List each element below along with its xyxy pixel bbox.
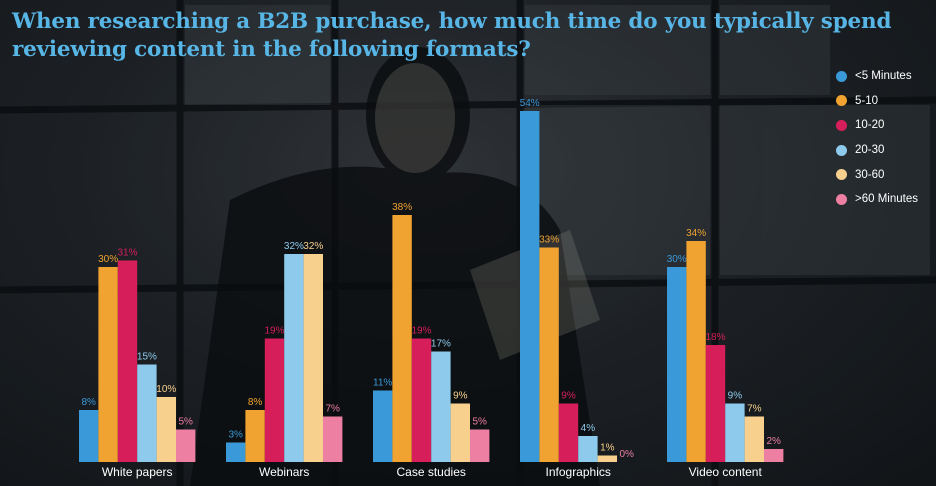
bar-white-papers-3: [137, 364, 157, 462]
bar-video-content-5: [764, 449, 784, 462]
bar-white-papers-0: [79, 410, 99, 462]
legend-item: >60 Minutes: [836, 187, 918, 212]
bar-infographics-4: [597, 455, 617, 462]
bar-infographics-1: [539, 247, 559, 462]
chart-legend: <5 Minutes 5-10 10-20 20-30 30-60 >60 Minutes: [836, 64, 918, 212]
data-label: 9%: [453, 391, 468, 402]
data-label: 7%: [747, 404, 762, 415]
bar-white-papers-4: [156, 397, 176, 462]
legend-label: <5 Minutes: [855, 70, 912, 83]
category-label: Webinars: [259, 465, 309, 479]
legend-item: 10-20: [836, 113, 918, 138]
bar-case-studies-4: [450, 403, 470, 462]
legend-swatch: [836, 193, 847, 205]
legend-item: 5-10: [836, 89, 918, 114]
bar-video-content-2: [705, 345, 726, 462]
data-label: 2%: [766, 436, 781, 447]
bar-webinars-0: [226, 442, 246, 462]
legend-swatch: [836, 95, 847, 107]
bar-white-papers-1: [98, 267, 118, 462]
data-label: 54%: [520, 98, 540, 109]
data-label: 17%: [431, 339, 451, 350]
category-label: White papers: [102, 465, 173, 479]
bar-video-content-4: [744, 416, 764, 462]
bar-video-content-0: [667, 267, 687, 462]
category-label: Case studies: [397, 465, 466, 479]
bar-webinars-2: [264, 338, 285, 462]
bar-infographics-2: [558, 403, 579, 462]
bar-case-studies-3: [431, 351, 451, 462]
legend-label: 20-30: [855, 144, 885, 157]
data-label: 32%: [303, 241, 323, 252]
data-label: 34%: [686, 228, 706, 239]
legend-item: 20-30: [836, 138, 918, 163]
data-label: 10%: [156, 384, 176, 395]
data-label: 38%: [392, 202, 412, 213]
data-label: 9%: [561, 391, 576, 402]
chart-title: When researching a B2B purchase, how muc…: [12, 9, 892, 62]
bar-infographics-3: [578, 436, 598, 462]
data-label: 33%: [539, 235, 559, 246]
legend-label: >60 Minutes: [855, 193, 918, 206]
data-label: 0%: [619, 449, 634, 460]
data-label: 30%: [667, 254, 687, 265]
data-label: 30%: [98, 254, 118, 265]
legend-item: <5 Minutes: [836, 64, 918, 89]
bar-white-papers-5: [176, 429, 196, 462]
bar-case-studies-0: [373, 390, 393, 462]
data-label: 11%: [373, 378, 392, 389]
bar-video-content-1: [686, 241, 706, 462]
bar-case-studies-5: [470, 429, 490, 462]
bar-infographics-0: [520, 111, 540, 462]
data-label: 8%: [248, 397, 263, 408]
legend-swatch: [836, 70, 847, 82]
legend-label: 30-60: [855, 168, 885, 181]
data-label: 3%: [228, 430, 243, 441]
data-label: 15%: [137, 352, 157, 363]
legend-swatch: [836, 169, 847, 181]
bar-webinars-3: [284, 254, 304, 462]
data-label: 5%: [472, 417, 487, 428]
data-label: 1%: [600, 443, 615, 454]
data-label: 19%: [411, 326, 431, 337]
bar-webinars-5: [323, 416, 343, 462]
bar-video-content-3: [725, 403, 745, 462]
legend-label: 10-20: [855, 119, 885, 132]
data-label: 9%: [728, 391, 743, 402]
bar-white-papers-2: [117, 260, 138, 462]
legend-label: 5-10: [855, 94, 879, 107]
data-label: 18%: [705, 332, 725, 343]
legend-swatch: [836, 144, 847, 156]
data-label: 32%: [284, 241, 304, 252]
bar-webinars-4: [303, 254, 323, 462]
data-label: 4%: [581, 423, 596, 434]
category-label: Video content: [689, 465, 763, 479]
data-label: 8%: [81, 397, 96, 408]
bar-case-studies-2: [411, 338, 432, 462]
legend-item: 30-60: [836, 162, 918, 187]
legend-swatch: [836, 119, 847, 131]
data-label: 7%: [325, 404, 340, 415]
bar-webinars-1: [245, 410, 265, 462]
data-label: 31%: [117, 248, 137, 259]
data-label: 5%: [178, 417, 193, 428]
data-label: 19%: [264, 326, 284, 337]
category-label: Infographics: [546, 465, 611, 479]
bar-case-studies-1: [392, 215, 412, 462]
